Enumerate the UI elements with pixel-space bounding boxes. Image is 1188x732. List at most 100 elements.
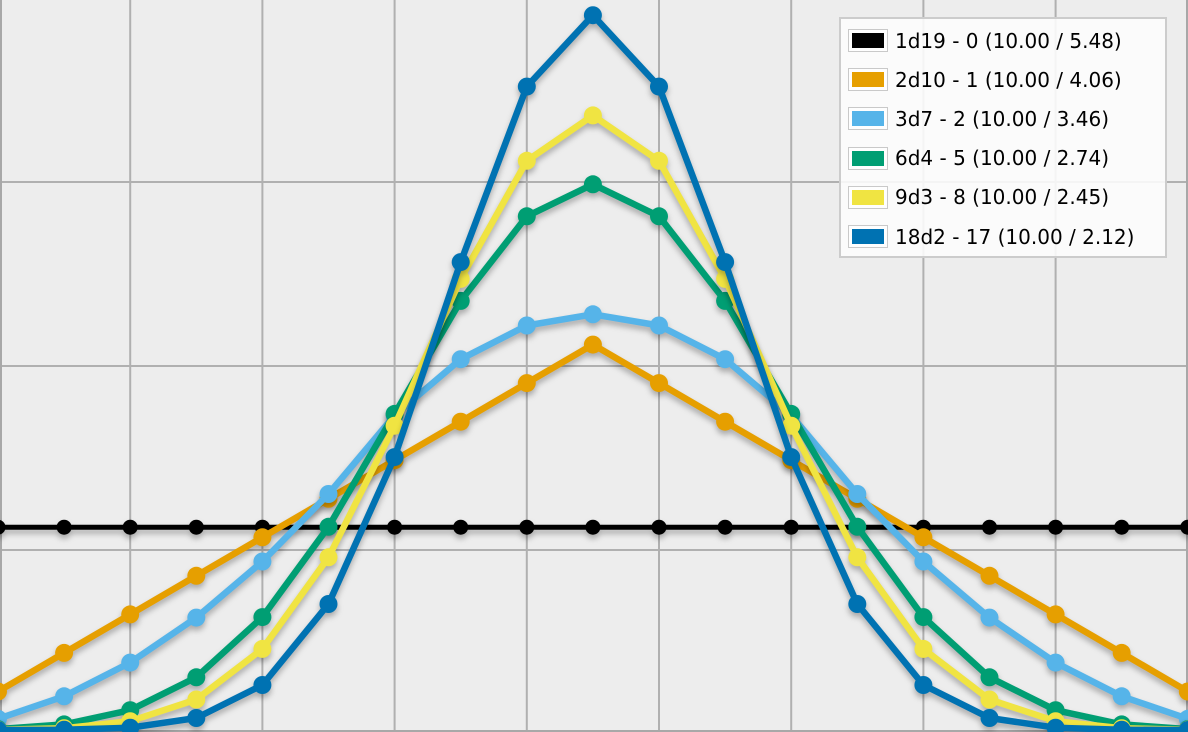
data-point — [253, 552, 272, 571]
data-point — [0, 682, 7, 701]
data-point — [980, 566, 999, 585]
series-18d2-17 — [0, 6, 1188, 732]
data-point — [650, 374, 668, 393]
data-point — [55, 687, 74, 706]
data-point — [982, 519, 997, 535]
legend-swatch-18d2-17 — [848, 225, 888, 249]
data-point — [319, 595, 338, 613]
data-point — [782, 448, 801, 467]
data-point — [187, 709, 206, 727]
data-point — [387, 519, 403, 535]
data-point — [56, 519, 72, 535]
data-point — [783, 519, 799, 535]
data-point — [187, 690, 206, 709]
data-point — [914, 639, 933, 658]
data-point — [914, 552, 933, 571]
data-point — [517, 77, 536, 96]
legend-item: 18d2 - 17 (10.00 / 2.12) — [841, 217, 1165, 256]
data-point — [583, 106, 602, 125]
data-point — [517, 151, 536, 170]
legend-swatch-2d10-1 — [848, 68, 888, 92]
data-point — [517, 374, 536, 393]
data-point — [451, 412, 470, 431]
legend-swatch-color — [852, 229, 884, 245]
legend-label: 9d3 - 8 (10.00 / 2.45) — [895, 185, 1110, 210]
legend-swatch-9d3-8 — [848, 185, 888, 209]
data-point — [650, 151, 668, 170]
chart-legend: 1d19 - 0 (10.00 / 5.48) 2d10 - 1 (10.00 /… — [839, 17, 1167, 258]
data-point — [1112, 720, 1131, 732]
legend-swatch-1d19-0 — [848, 29, 888, 53]
data-point — [914, 528, 933, 547]
legend-swatch-color — [852, 33, 884, 49]
data-point — [583, 335, 602, 354]
data-point — [1178, 682, 1188, 701]
data-point — [385, 448, 404, 467]
data-point — [1046, 653, 1065, 672]
data-point — [716, 350, 735, 369]
data-point — [121, 653, 140, 672]
data-point — [650, 77, 668, 96]
data-point — [1112, 643, 1131, 662]
data-point — [187, 566, 206, 585]
legend-item: 1d19 - 0 (10.00 / 5.48) — [841, 21, 1165, 60]
data-point — [980, 690, 999, 709]
legend-label: 1d19 - 0 (10.00 / 5.48) — [895, 28, 1122, 53]
data-point — [1178, 721, 1188, 732]
data-point — [914, 676, 933, 694]
legend-swatch-color — [852, 111, 884, 127]
data-point — [716, 412, 735, 431]
data-point — [650, 316, 668, 335]
data-point — [253, 608, 272, 627]
data-point — [319, 517, 338, 536]
data-point — [187, 668, 206, 687]
data-point — [848, 595, 867, 613]
data-point — [1112, 687, 1131, 706]
data-point — [319, 485, 338, 503]
data-point — [385, 416, 404, 435]
data-point — [517, 316, 536, 335]
legend-swatch-color — [852, 72, 884, 88]
data-point — [848, 485, 867, 503]
data-point — [1048, 519, 1064, 535]
data-point — [253, 676, 272, 694]
data-point — [848, 548, 867, 567]
data-point — [980, 608, 999, 627]
data-point — [650, 207, 668, 226]
data-point — [914, 608, 933, 627]
data-point — [1114, 519, 1130, 535]
legend-item: 2d10 - 1 (10.00 / 4.06) — [841, 60, 1165, 99]
data-point — [319, 548, 338, 567]
data-point — [980, 709, 999, 727]
data-point — [980, 668, 999, 687]
data-point — [519, 519, 535, 535]
legend-label: 6d4 - 5 (10.00 / 2.74) — [895, 146, 1110, 171]
data-point — [848, 517, 867, 536]
data-point — [0, 721, 7, 732]
data-point — [0, 519, 6, 535]
legend-swatch-color — [852, 189, 884, 205]
data-point — [1046, 718, 1065, 732]
legend-label: 3d7 - 2 (10.00 / 3.46) — [895, 106, 1110, 131]
legend-item: 9d3 - 8 (10.00 / 2.45) — [841, 178, 1165, 217]
data-point — [517, 207, 536, 226]
data-point — [122, 519, 138, 535]
data-point — [716, 253, 735, 272]
legend-swatch-6d4-5 — [848, 146, 888, 170]
data-point — [121, 718, 140, 732]
data-point — [717, 519, 733, 535]
data-point — [253, 528, 272, 547]
legend-label: 18d2 - 17 (10.00 / 2.12) — [895, 224, 1135, 249]
data-point — [451, 253, 470, 272]
data-point — [451, 350, 470, 369]
data-point — [55, 720, 74, 732]
data-point — [782, 416, 801, 435]
data-point — [55, 643, 74, 662]
data-point — [583, 305, 602, 324]
data-point — [583, 175, 602, 194]
data-point — [187, 608, 206, 627]
legend-label: 2d10 - 1 (10.00 / 4.06) — [895, 67, 1122, 92]
data-point — [585, 519, 601, 535]
